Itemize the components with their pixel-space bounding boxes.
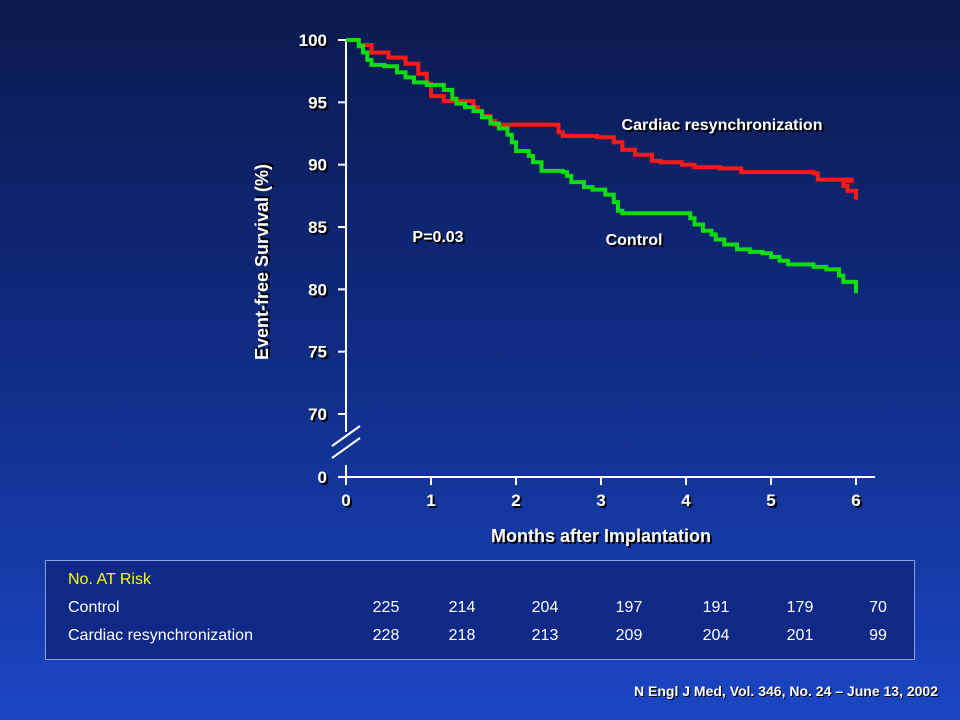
y-tick-label-shadow: 0 <box>320 470 329 489</box>
risk-cell: 204 <box>531 599 559 616</box>
x-tick-label-shadow: 4 <box>683 493 693 512</box>
x-tick-label-shadow: 1 <box>428 493 437 512</box>
risk-cell: 99 <box>869 627 887 644</box>
risk-cell: 209 <box>615 627 643 644</box>
p-value-label: P=0.03P=0.03 <box>412 229 465 248</box>
series-line-control <box>346 38 858 294</box>
x-tick-label: 44 <box>681 491 693 512</box>
risk-cell: 191 <box>702 599 730 616</box>
citation: N Engl J Med, Vol. 346, No. 24 – June 13… <box>634 683 938 699</box>
y-tick-label-shadow: 90 <box>310 158 329 177</box>
x-tick-label-text: 6 <box>851 491 860 510</box>
risk-row-label: Cardiac resynchronization <box>68 627 253 644</box>
risk-cell: 228 <box>372 627 400 644</box>
x-tick-label-shadow: 2 <box>513 493 522 512</box>
y-tick-label-shadow: 95 <box>310 95 329 114</box>
risk-cell: 213 <box>531 627 559 644</box>
x-tick-label: 33 <box>596 491 607 512</box>
y-tick-label-shadow: 80 <box>310 282 329 301</box>
x-tick-label-text: 4 <box>681 491 691 510</box>
x-tick-label: 55 <box>766 491 777 512</box>
x-tick-label-shadow: 0 <box>343 493 352 512</box>
x-tick-label: 66 <box>851 491 862 512</box>
axis-break-mark <box>331 437 361 459</box>
x-tick-label-text: 5 <box>766 491 775 510</box>
y-tick-label-shadow: 75 <box>310 345 329 364</box>
p-value-label-shadow: P=0.03 <box>414 231 465 248</box>
y-tick-label: 00 <box>318 468 329 489</box>
x-axis-title-shadow: Months after Implantation <box>493 528 713 548</box>
axis-break-mark <box>331 425 361 447</box>
risk-cell: 201 <box>786 627 814 644</box>
x-tick-label-text: 1 <box>426 491 435 510</box>
x-axis-title-text: Months after Implantation <box>491 526 711 546</box>
y-tick-label-text: 0 <box>318 468 327 487</box>
p-value-label-text: P=0.03 <box>412 229 463 246</box>
series-label-control-shadow: Control <box>608 234 665 251</box>
x-tick-label: 00 <box>341 491 352 512</box>
series-label-control-text: Control <box>606 232 663 249</box>
y-tick-label-text: 75 <box>308 343 327 362</box>
x-tick-label-shadow: 6 <box>853 493 862 512</box>
x-tick-label-text: 0 <box>341 491 350 510</box>
risk-cell: 225 <box>372 599 400 616</box>
y-tick-label-shadow: 85 <box>310 220 329 239</box>
y-axis-title: Event-free Survival (%)Event-free Surviv… <box>252 162 274 360</box>
at-risk-table: No. AT Risk Control 225 214 204 197 191 … <box>45 560 915 660</box>
risk-cell: 197 <box>615 599 643 616</box>
series-label-cardiac-text: Cardiac resynchronization <box>622 117 823 134</box>
risk-row-cardiac: Cardiac resynchronization 228 218 213 20… <box>68 627 908 647</box>
axes <box>331 39 875 485</box>
y-tick-label-text: 100 <box>299 31 327 50</box>
risk-cell: 179 <box>786 599 814 616</box>
x-tick-label-text: 2 <box>511 491 520 510</box>
series-lines <box>346 38 858 294</box>
risk-row-label: Control <box>68 599 120 616</box>
series-label-cardiac-shadow: Cardiac resynchronization <box>624 119 825 136</box>
y-tick-label-text: 70 <box>308 405 327 424</box>
risk-cell: 70 <box>869 599 887 616</box>
x-tick-label-shadow: 5 <box>768 493 777 512</box>
y-tick-label-text: 95 <box>308 93 327 112</box>
series-line-cardiac <box>346 38 858 200</box>
y-tick-label-text: 80 <box>308 280 327 299</box>
x-tick-label: 22 <box>511 491 522 512</box>
risk-cell: 218 <box>448 627 476 644</box>
y-axis-title-shadow: Event-free Survival (%) <box>254 162 274 358</box>
x-tick-label: 11 <box>426 491 437 512</box>
y-axis-title-text: Event-free Survival (%) <box>252 164 272 360</box>
risk-row-control: Control 225 214 204 197 191 179 70 <box>68 599 908 619</box>
at-risk-title: No. AT Risk <box>68 571 151 588</box>
risk-cell: 214 <box>448 599 476 616</box>
y-tick-label-text: 85 <box>308 218 327 237</box>
x-tick-label-shadow: 3 <box>598 493 607 512</box>
x-tick-label-text: 3 <box>596 491 605 510</box>
y-tick-label-text: 90 <box>308 156 327 175</box>
risk-cell: 204 <box>702 627 730 644</box>
y-tick-label-shadow: 70 <box>310 407 329 426</box>
y-tick-label-shadow: 100 <box>301 33 329 52</box>
